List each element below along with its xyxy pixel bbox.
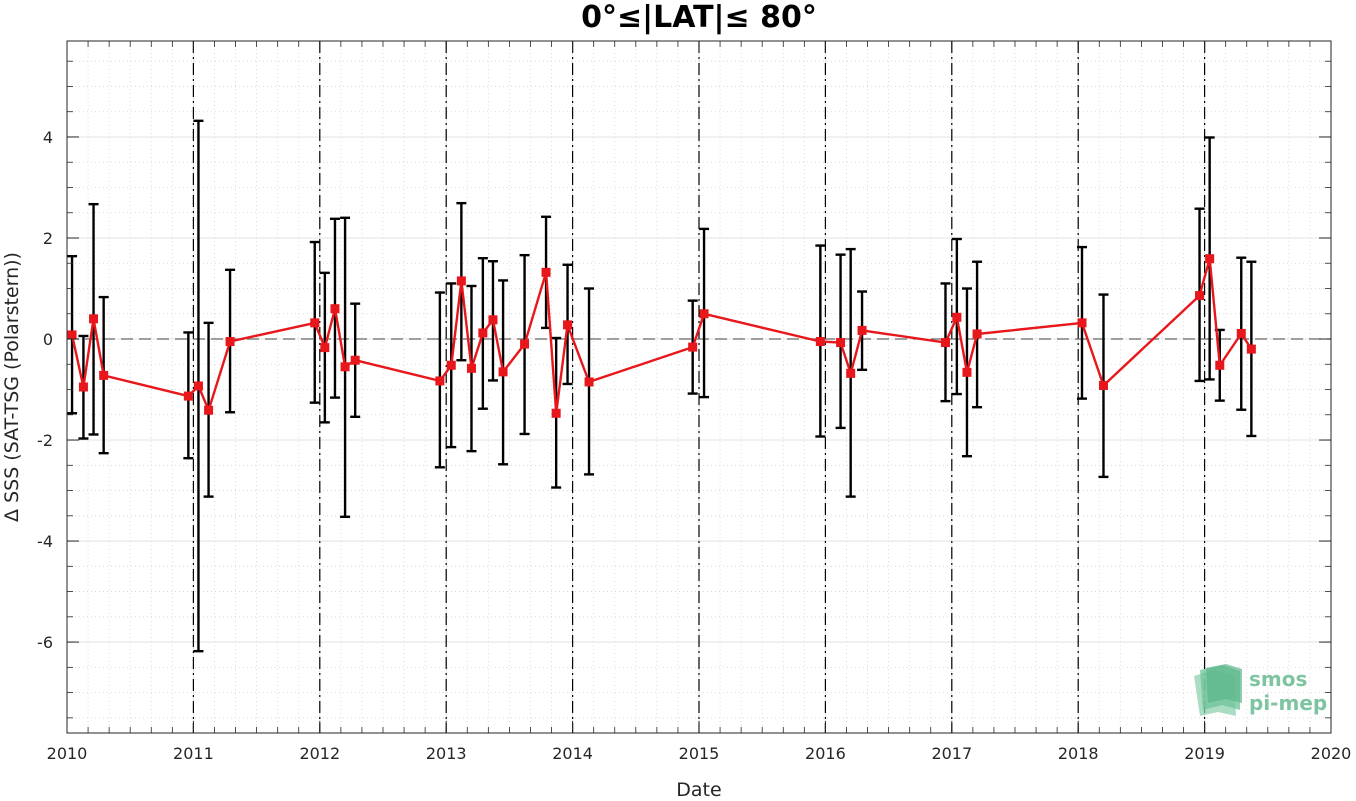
data-point-marker	[1195, 291, 1205, 301]
data-point-marker	[1205, 254, 1215, 264]
data-point-marker	[498, 367, 508, 377]
year-divider-lines	[192, 41, 1206, 733]
data-point-marker	[846, 368, 856, 378]
x-tick-label: 2017	[931, 744, 972, 763]
data-point-marker	[1098, 380, 1108, 390]
data-point-marker	[89, 314, 99, 324]
data-point-marker	[446, 360, 456, 370]
x-tick-label: 2015	[679, 744, 720, 763]
data-point-marker	[972, 329, 982, 339]
chart-title: 0°≤|LAT|≤ 80°	[581, 0, 817, 35]
x-tick-labels: 2010 2011 2012 2013 2014 2015 2016 2017 2018 2019…	[47, 744, 1352, 763]
data-point-marker	[310, 318, 320, 328]
data-point-marker	[688, 342, 698, 352]
data-point-marker	[836, 338, 846, 348]
data-point-marker	[478, 328, 488, 338]
data-point-marker	[962, 367, 972, 377]
data-point-marker	[320, 343, 330, 353]
data-point-marker	[183, 391, 193, 401]
data-point-marker	[488, 315, 498, 325]
data-point-marker	[350, 355, 360, 365]
data-point-marker	[330, 304, 340, 314]
series-polyline	[70, 257, 1253, 415]
y-axis-label: Δ SSS (SAT-TSG (Polarstern))	[1, 252, 23, 522]
data-point-marker	[952, 312, 962, 322]
data-point-marker	[584, 377, 594, 387]
data-point-marker	[1215, 360, 1225, 370]
y-tick-label: 0	[43, 330, 53, 349]
logo-icon	[1194, 664, 1242, 716]
x-tick-label: 2014	[552, 744, 593, 763]
x-tick-label: 2013	[426, 744, 467, 763]
data-point-marker	[541, 267, 551, 277]
data-point-marker	[1077, 318, 1087, 328]
y-tick-label: -2	[37, 431, 53, 450]
y-tick-label: 2	[43, 229, 53, 248]
smos-pi-mep-logo: smos pi-mep	[1194, 664, 1327, 716]
x-tick-label: 2019	[1184, 744, 1225, 763]
data-point-marker	[456, 276, 466, 286]
x-tick-label: 2016	[805, 744, 846, 763]
plot-frame	[66, 40, 1332, 734]
series-markers	[67, 254, 1256, 418]
data-point-marker	[435, 376, 445, 386]
data-point-marker	[204, 405, 214, 415]
x-tick-label: 2011	[173, 744, 214, 763]
data-point-marker	[340, 362, 350, 372]
x-tick-label: 2012	[299, 744, 340, 763]
x-axis-label: Date	[676, 779, 721, 801]
data-point-marker	[193, 381, 203, 391]
data-point-marker	[940, 338, 950, 348]
data-point-marker	[1246, 344, 1256, 354]
data-point-marker	[466, 363, 476, 373]
data-point-marker	[520, 339, 530, 349]
x-tick-label: 2020	[1311, 744, 1352, 763]
y-tick-label: -4	[37, 532, 53, 551]
data-point-marker	[78, 382, 88, 392]
y-tick-label: -6	[37, 633, 53, 652]
data-point-marker	[67, 330, 77, 340]
logo-text-smos: smos	[1249, 667, 1307, 691]
data-point-marker	[225, 337, 235, 347]
data-point-marker	[563, 320, 573, 330]
y-tick-labels: -6 -4 -2 0 2 4	[37, 128, 53, 652]
data-point-marker	[699, 309, 709, 319]
data-point-marker	[551, 408, 561, 418]
x-tick-label: 2018	[1058, 744, 1099, 763]
data-point-marker	[99, 370, 109, 380]
series-line	[70, 257, 1253, 415]
y-tick-label: 4	[43, 128, 53, 147]
data-point-marker	[857, 325, 867, 335]
data-point-marker	[815, 337, 825, 347]
data-point-marker	[1236, 328, 1246, 338]
x-tick-label: 2010	[47, 744, 88, 763]
logo-text-pi-mep: pi-mep	[1249, 691, 1327, 715]
